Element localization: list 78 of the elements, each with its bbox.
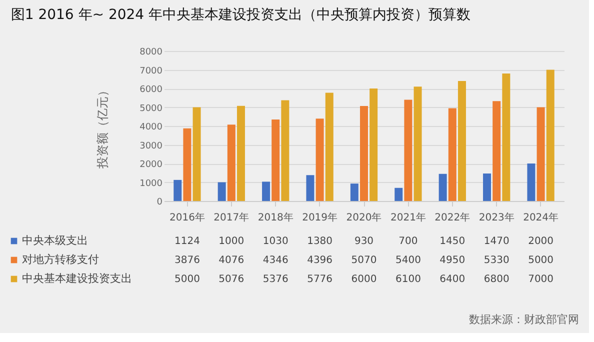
bar: [227, 124, 236, 201]
x-tick-label: 2018年: [258, 212, 294, 224]
bar: [272, 120, 280, 201]
bar: [236, 106, 245, 201]
x-tick-label: 2022年: [434, 212, 470, 224]
data-label: 5330: [484, 255, 510, 266]
data-label: 1030: [262, 236, 288, 247]
data-label: 930: [354, 236, 374, 247]
data-label: 6800: [484, 274, 510, 285]
bar: [536, 107, 545, 201]
y-tick-label: 7000: [140, 66, 163, 76]
data-label: 5070: [351, 255, 377, 266]
data-label: 2000: [528, 236, 554, 247]
bar: [306, 175, 314, 201]
legend-label: 中央基本建设投资支出: [22, 272, 132, 285]
bar: [262, 182, 270, 201]
bar: [370, 88, 378, 201]
bar: [360, 106, 368, 201]
chart-title: 图1 2016 年~ 2024 年中央基本建设投资支出（中央预算内投资）预算数: [10, 7, 471, 23]
bar: [281, 100, 290, 201]
bar: [350, 184, 358, 201]
data-label: 4346: [262, 255, 288, 266]
bar: [448, 108, 456, 201]
bar: [218, 182, 226, 201]
data-label: 1000: [218, 236, 244, 247]
data-label: 5400: [395, 255, 421, 266]
bar: [414, 86, 422, 201]
x-tick-label: 2017年: [214, 212, 250, 224]
x-tick-label: 2016年: [169, 212, 205, 224]
bar: [404, 100, 412, 201]
bar: [438, 174, 447, 201]
y-tick-label: 1000: [140, 178, 163, 189]
bar: [492, 101, 501, 201]
legend-label: 对地方转移支付: [22, 253, 99, 266]
x-tick-label: 2019年: [302, 212, 338, 224]
data-label: 3876: [174, 255, 200, 266]
bar: [174, 180, 182, 201]
data-label: 4076: [218, 255, 244, 266]
y-tick-label: 0: [156, 198, 163, 208]
bar: [527, 164, 536, 201]
bar: [483, 173, 492, 201]
data-label: 1124: [174, 236, 200, 247]
y-axis-title: 投资额（亿元）: [96, 84, 110, 170]
y-tick-label: 3000: [140, 141, 163, 152]
data-label: 4950: [440, 255, 466, 266]
data-label: 5000: [528, 255, 554, 266]
y-tick-label: 8000: [140, 48, 163, 58]
bar: [394, 188, 403, 201]
legend-label: 中央本级支出: [22, 234, 88, 247]
data-label: 6400: [440, 274, 466, 285]
x-tick-label: 2020年: [346, 212, 382, 224]
x-tick-label: 2023年: [478, 212, 514, 224]
data-label: 5776: [307, 274, 333, 285]
bar: [458, 81, 466, 201]
data-label: 5000: [174, 274, 200, 285]
y-tick-label: 2000: [140, 160, 163, 170]
bar: [192, 107, 201, 201]
data-label: 5076: [218, 274, 244, 285]
source-note: 数据来源：财政部官网: [469, 313, 579, 326]
bar: [546, 70, 554, 201]
data-label: 1450: [440, 236, 466, 247]
data-label: 1470: [484, 236, 510, 247]
y-tick-label: 4000: [140, 122, 163, 132]
x-tick-label: 2021年: [390, 212, 426, 224]
data-label: 1380: [307, 236, 333, 247]
data-label: 6000: [351, 274, 377, 285]
data-label: 7000: [528, 274, 554, 285]
y-tick-label: 5000: [140, 104, 163, 114]
y-tick-label: 6000: [140, 85, 163, 95]
bar: [502, 74, 510, 201]
data-label: 700: [398, 236, 418, 247]
data-label: 5376: [262, 274, 288, 285]
bar: [325, 92, 334, 201]
bar: [316, 118, 324, 201]
data-label: 6100: [395, 274, 421, 285]
bar: [183, 128, 192, 201]
data-label: 4396: [307, 255, 333, 266]
x-tick-label: 2024年: [523, 212, 559, 224]
